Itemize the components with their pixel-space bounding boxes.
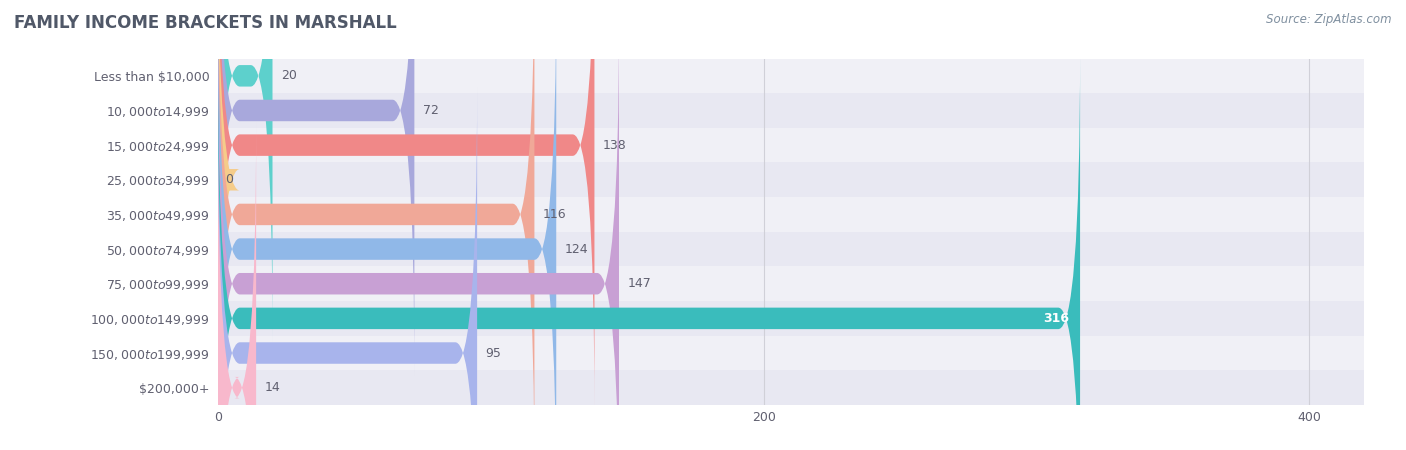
Bar [218,93,1364,128]
Bar [218,266,1364,301]
Text: 95: 95 [485,346,501,360]
Text: 116: 116 [543,208,567,221]
Text: 72: 72 [423,104,439,117]
Text: 14: 14 [264,381,280,394]
Bar [218,197,1364,232]
Bar [218,162,1364,197]
FancyBboxPatch shape [218,0,273,342]
FancyBboxPatch shape [218,121,256,450]
FancyBboxPatch shape [218,52,1080,450]
Text: 316: 316 [1043,312,1069,325]
Bar [218,128,1364,162]
Bar [218,232,1364,266]
Bar [218,370,1364,405]
FancyBboxPatch shape [218,0,595,412]
FancyBboxPatch shape [218,86,477,450]
Text: 20: 20 [281,69,297,82]
FancyBboxPatch shape [218,0,415,377]
Text: FAMILY INCOME BRACKETS IN MARSHALL: FAMILY INCOME BRACKETS IN MARSHALL [14,14,396,32]
Bar [218,336,1364,370]
Bar [218,301,1364,336]
Text: 147: 147 [627,277,651,290]
FancyBboxPatch shape [218,0,534,450]
Text: 124: 124 [564,243,588,256]
Text: 0: 0 [225,173,233,186]
FancyBboxPatch shape [218,0,557,450]
Bar [218,58,1364,93]
Text: 138: 138 [603,139,626,152]
FancyBboxPatch shape [218,17,619,450]
Text: Source: ZipAtlas.com: Source: ZipAtlas.com [1267,14,1392,27]
FancyBboxPatch shape [197,0,240,446]
